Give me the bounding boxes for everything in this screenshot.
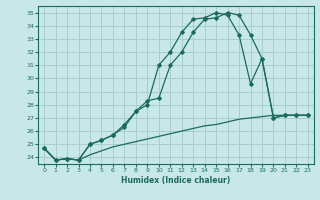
X-axis label: Humidex (Indice chaleur): Humidex (Indice chaleur) xyxy=(121,176,231,185)
